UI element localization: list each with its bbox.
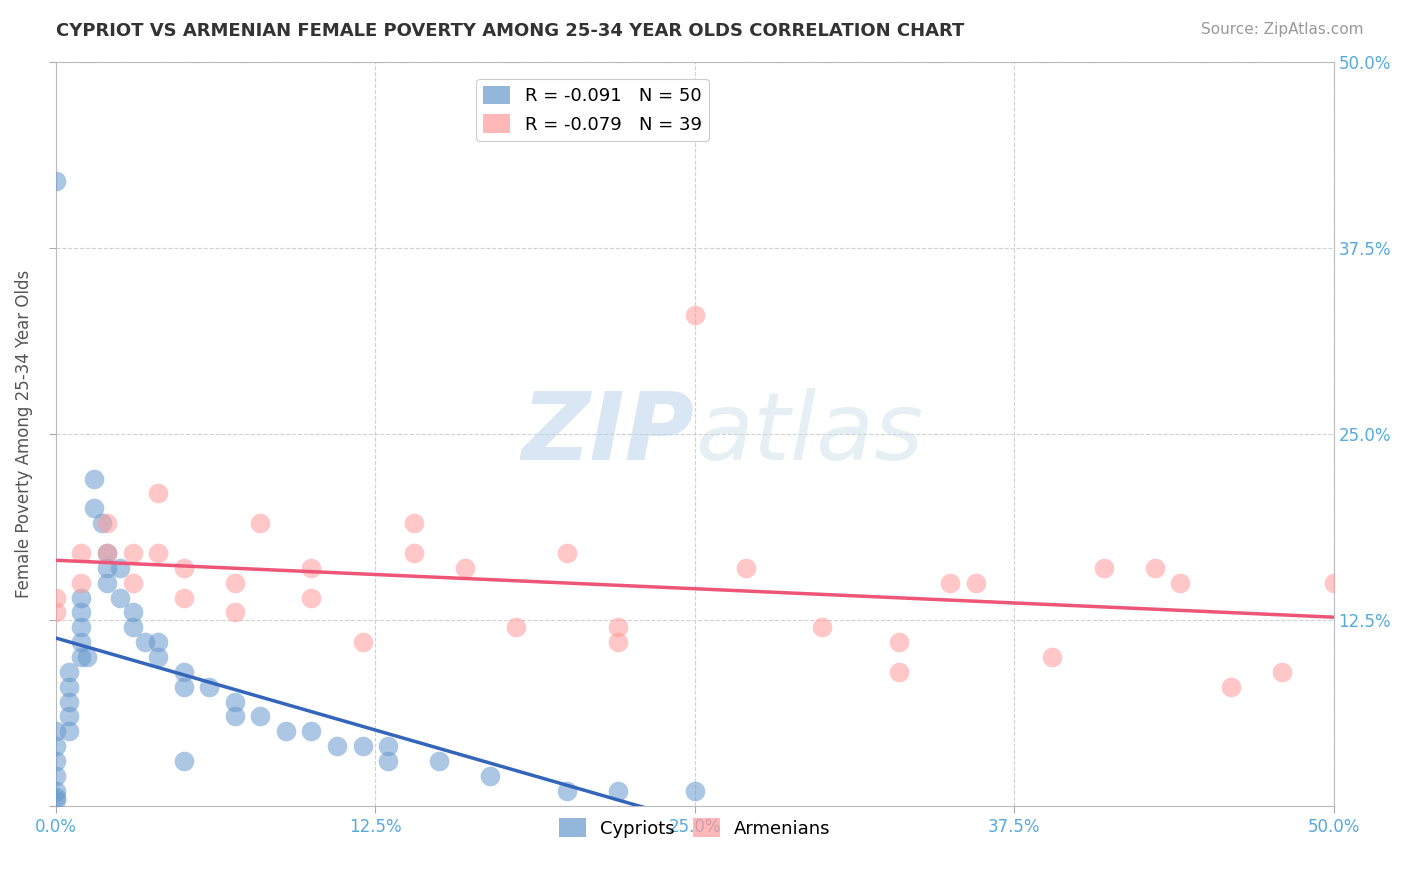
Point <box>224 575 246 590</box>
Point <box>274 724 297 739</box>
Text: CYPRIOT VS ARMENIAN FEMALE POVERTY AMONG 25-34 YEAR OLDS CORRELATION CHART: CYPRIOT VS ARMENIAN FEMALE POVERTY AMONG… <box>56 22 965 40</box>
Point <box>377 754 399 768</box>
Point <box>108 561 131 575</box>
Text: atlas: atlas <box>695 388 922 479</box>
Point <box>607 635 630 649</box>
Point <box>108 591 131 605</box>
Point <box>45 784 67 798</box>
Point <box>146 650 169 665</box>
Point <box>96 516 118 530</box>
Point <box>965 575 987 590</box>
Point <box>224 695 246 709</box>
Point <box>90 516 112 530</box>
Point <box>146 486 169 500</box>
Point <box>505 620 527 634</box>
Point <box>555 784 578 798</box>
Y-axis label: Female Poverty Among 25-34 Year Olds: Female Poverty Among 25-34 Year Olds <box>15 269 32 598</box>
Point <box>121 606 143 620</box>
Point <box>1143 561 1166 575</box>
Point <box>96 546 118 560</box>
Point <box>1220 680 1243 694</box>
Point <box>1042 650 1064 665</box>
Point <box>96 546 118 560</box>
Point <box>45 789 67 804</box>
Point <box>70 575 93 590</box>
Point <box>70 635 93 649</box>
Point <box>121 546 143 560</box>
Point <box>76 650 98 665</box>
Point <box>45 739 67 754</box>
Point <box>45 174 67 188</box>
Point <box>1168 575 1191 590</box>
Text: Source: ZipAtlas.com: Source: ZipAtlas.com <box>1201 22 1364 37</box>
Point <box>45 769 67 783</box>
Point <box>301 724 323 739</box>
Point <box>96 561 118 575</box>
Point <box>683 308 706 322</box>
Point <box>70 546 93 560</box>
Point <box>352 635 374 649</box>
Text: ZIP: ZIP <box>522 388 695 480</box>
Point <box>198 680 221 694</box>
Point <box>479 769 502 783</box>
Point <box>607 620 630 634</box>
Point <box>402 546 425 560</box>
Point <box>1092 561 1115 575</box>
Point <box>173 665 195 679</box>
Point <box>45 606 67 620</box>
Point <box>555 546 578 560</box>
Point <box>146 635 169 649</box>
Point <box>402 516 425 530</box>
Point <box>146 546 169 560</box>
Point <box>734 561 756 575</box>
Point <box>607 784 630 798</box>
Point <box>70 606 93 620</box>
Point <box>173 591 195 605</box>
Point <box>45 724 67 739</box>
Point <box>173 680 195 694</box>
Point <box>173 561 195 575</box>
Point <box>96 575 118 590</box>
Point <box>45 754 67 768</box>
Point <box>58 709 80 723</box>
Point <box>224 709 246 723</box>
Point <box>224 606 246 620</box>
Point <box>58 665 80 679</box>
Point <box>352 739 374 754</box>
Point <box>45 591 67 605</box>
Point <box>121 620 143 634</box>
Point <box>249 516 271 530</box>
Point <box>70 650 93 665</box>
Point <box>939 575 962 590</box>
Point <box>811 620 834 634</box>
Point <box>58 724 80 739</box>
Point <box>454 561 477 575</box>
Point <box>70 591 93 605</box>
Point <box>83 471 105 485</box>
Point <box>427 754 450 768</box>
Point <box>173 754 195 768</box>
Legend: Cypriots, Armenians: Cypriots, Armenians <box>551 811 838 845</box>
Point <box>83 501 105 516</box>
Point <box>121 575 143 590</box>
Point <box>1271 665 1294 679</box>
Point <box>887 665 910 679</box>
Point <box>249 709 271 723</box>
Point <box>301 561 323 575</box>
Point <box>683 784 706 798</box>
Point <box>326 739 349 754</box>
Point <box>887 635 910 649</box>
Point <box>58 695 80 709</box>
Point <box>45 793 67 807</box>
Point <box>301 591 323 605</box>
Point <box>58 680 80 694</box>
Point <box>1322 575 1344 590</box>
Point <box>134 635 156 649</box>
Point <box>377 739 399 754</box>
Point <box>70 620 93 634</box>
